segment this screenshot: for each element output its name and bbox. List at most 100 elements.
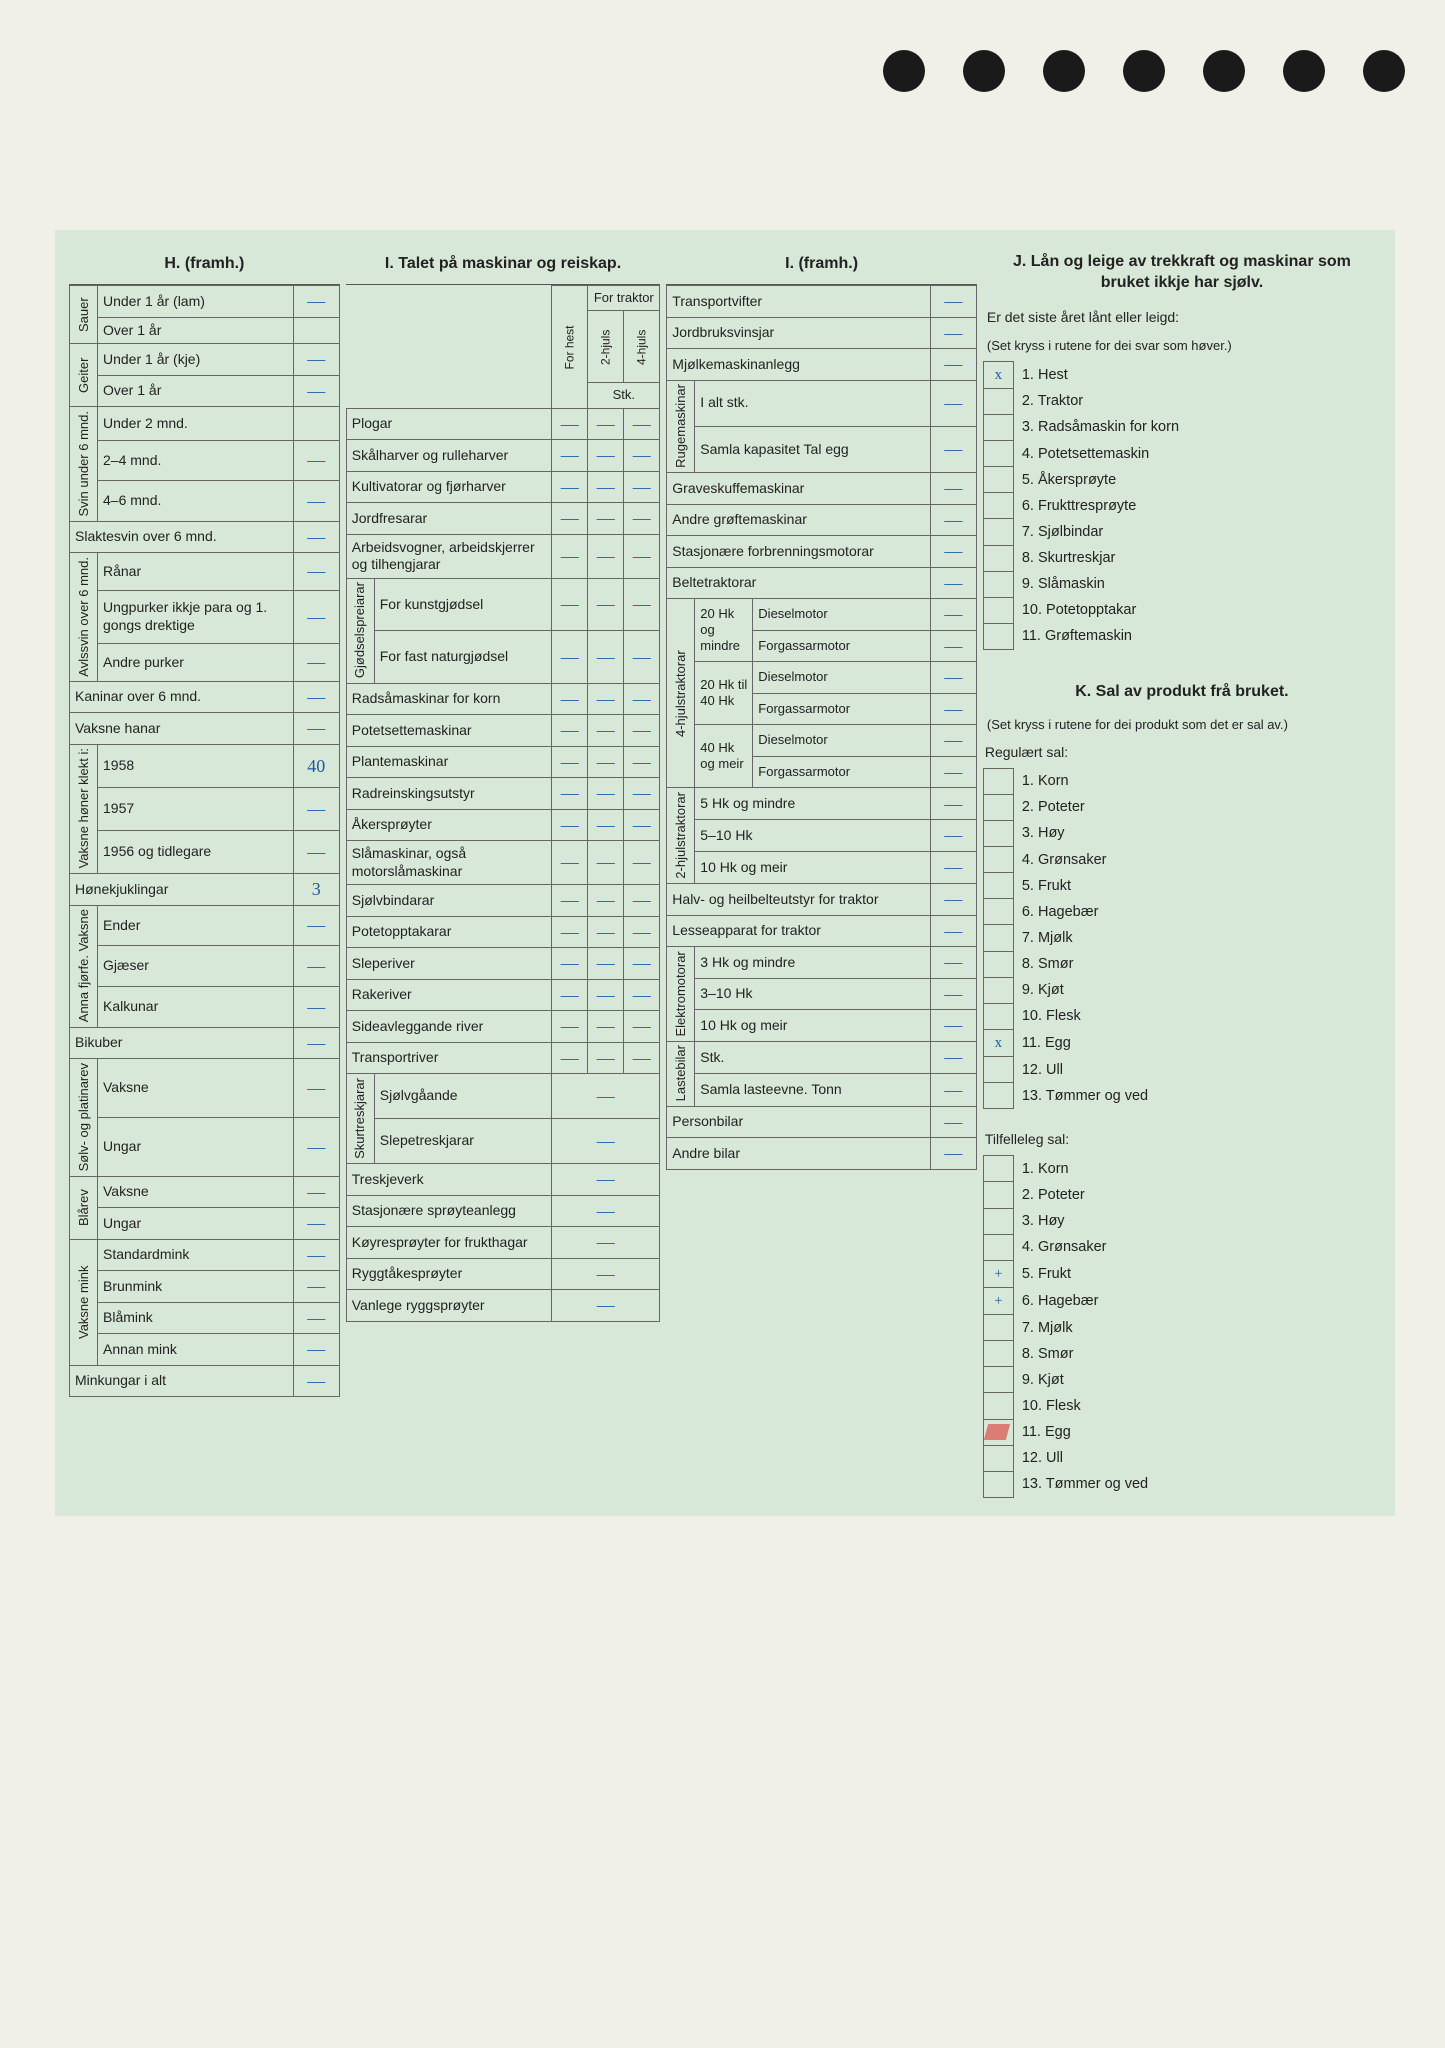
checkbox-cell[interactable] [983,597,1013,623]
h-row-value: — [293,1118,339,1177]
i2-row-label: 10 Hk og meir [695,852,931,884]
checkbox-cell[interactable] [983,571,1013,597]
i2-row-value: — [930,725,976,757]
checkbox-cell[interactable] [983,441,1013,467]
i1-head-fortraktor: For traktor [588,286,660,311]
i1-row-label: Rakeriver [346,979,552,1011]
checkbox-cell[interactable] [983,1367,1013,1393]
i1-row-label: Køyresprøyter for frukthagar [346,1227,552,1259]
checkbox-cell[interactable]: + [983,1287,1013,1314]
checkbox-cell[interactable] [983,820,1013,846]
checkbox-cell[interactable] [983,623,1013,649]
i1-row-value: — [624,578,660,631]
h-row-label: 2–4 mnd. [98,440,294,480]
checkbox-cell[interactable] [983,1341,1013,1367]
hole-icon [963,50,1005,92]
i1-row-value: — [588,1042,624,1074]
i1-row-label: Skålharver og rulleharver [346,440,552,472]
checkbox-cell[interactable] [983,388,1013,414]
i2-row-value: — [930,852,976,884]
checkbox-cell[interactable] [983,1208,1013,1234]
checkbox-cell[interactable] [983,873,1013,899]
i1-row-value: — [552,1011,588,1043]
checkbox-cell[interactable] [983,977,1013,1003]
h-row-label: Ungar [98,1208,294,1240]
i1-row-label: Jordfresarar [346,503,552,535]
list-item-label: 10. Potetopptakar [1013,597,1380,623]
h-group-label: Anna fjørfe. Vaksne [70,905,98,1027]
i1-row-value: — [624,503,660,535]
i2-row-label: 3 Hk og mindre [695,947,931,979]
checkbox-cell[interactable] [983,899,1013,925]
h-group-label: Svin under 6 mnd. [70,407,98,522]
i1-row-value: — [624,778,660,810]
checkbox-cell[interactable] [983,467,1013,493]
i1-row-value: — [588,841,624,885]
i1-row-value: — [588,778,624,810]
i1-row-label: Ryggtåkesprøyter [346,1258,552,1290]
checkbox-cell[interactable] [983,1445,1013,1471]
checkbox-cell[interactable]: x [983,1029,1013,1056]
i2-row-label: Forgassarmotor [753,756,931,788]
checkbox-cell[interactable] [983,768,1013,794]
h-row-label: Vaksne hanar [70,713,294,745]
j-list: x1. Hest2. Traktor3. Radsåmaskin for kor… [983,361,1381,650]
checkbox-cell[interactable] [983,1057,1013,1083]
checkbox-cell[interactable] [983,414,1013,440]
i2-row-value: — [930,756,976,788]
i2-row-label: Samla kapasitet Tal egg [695,426,931,472]
section-h-title: H. (framh.) [69,248,340,285]
h-row-label: Ungpurker ikkje para og 1. gongs drektig… [98,590,294,643]
section-i1: I. Talet på maskinar og reiskap. For hes… [346,248,661,1322]
h-row-value: — [293,787,339,830]
h-row-value: — [293,1176,339,1208]
checkbox-cell[interactable] [983,1419,1013,1445]
i1-row-label: Sleperiver [346,948,552,980]
punch-holes [883,50,1405,92]
checkbox-cell[interactable] [983,519,1013,545]
checkbox-cell[interactable] [983,1003,1013,1029]
i2-row-label: 5–10 Hk [695,820,931,852]
checkbox-cell[interactable] [983,1234,1013,1260]
i1-row-label: Plogar [346,408,552,440]
checkbox-cell[interactable] [983,1471,1013,1497]
list-item-label: 2. Poteter [1013,1182,1380,1208]
section-h-table: SauerUnder 1 år (lam)—Over 1 årGeiterUnd… [69,285,340,1397]
i1-head-stk: Stk. [588,383,660,408]
list-item-label: 2. Traktor [1013,388,1380,414]
checkbox-cell[interactable] [983,1182,1013,1208]
checkbox-cell[interactable]: x [983,361,1013,388]
checkbox-cell[interactable] [983,1315,1013,1341]
i2-2hjuls-group: 2-hjulstraktorar [667,788,695,884]
list-item-label: 8. Smør [1013,1341,1380,1367]
h-row-label: Slaktesvin over 6 mnd. [70,521,294,553]
i1-row-label: For kunstgjødsel [374,578,552,631]
checkbox-cell[interactable] [983,1393,1013,1419]
checkbox-cell[interactable] [983,493,1013,519]
form-page: H. (framh.) SauerUnder 1 år (lam)—Over 1… [55,230,1395,1516]
checkbox-cell[interactable] [983,1156,1013,1182]
h-row-label: Standardmink [98,1239,294,1271]
checkbox-cell[interactable] [983,951,1013,977]
list-item-label: 5. Frukt [1013,873,1380,899]
i2-row-label: Transportvifter [667,286,931,318]
checkbox-cell[interactable] [983,545,1013,571]
hole-icon [1123,50,1165,92]
h-row-value: — [293,521,339,553]
h-row-label: Under 1 år (kje) [98,344,294,376]
i1-row-value: — [624,809,660,841]
h-row-label: Under 1 år (lam) [98,286,294,318]
checkbox-cell[interactable] [983,1083,1013,1109]
h-row-label: Kaninar over 6 mnd. [70,681,294,713]
h-row-value: — [293,1334,339,1366]
checkbox-cell[interactable]: + [983,1260,1013,1287]
list-item-label: 3. Høy [1013,820,1380,846]
checkbox-cell[interactable] [983,847,1013,873]
section-jk: J. Lån og leige av trekkraft og maskinar… [983,248,1381,1498]
checkbox-cell[interactable] [983,925,1013,951]
h-row-label: Rånar [98,553,294,591]
i2-row-label: Dieselmotor [753,725,931,757]
checkbox-cell[interactable] [983,794,1013,820]
i1-row-value: — [588,715,624,747]
i2-row-value: — [930,426,976,472]
